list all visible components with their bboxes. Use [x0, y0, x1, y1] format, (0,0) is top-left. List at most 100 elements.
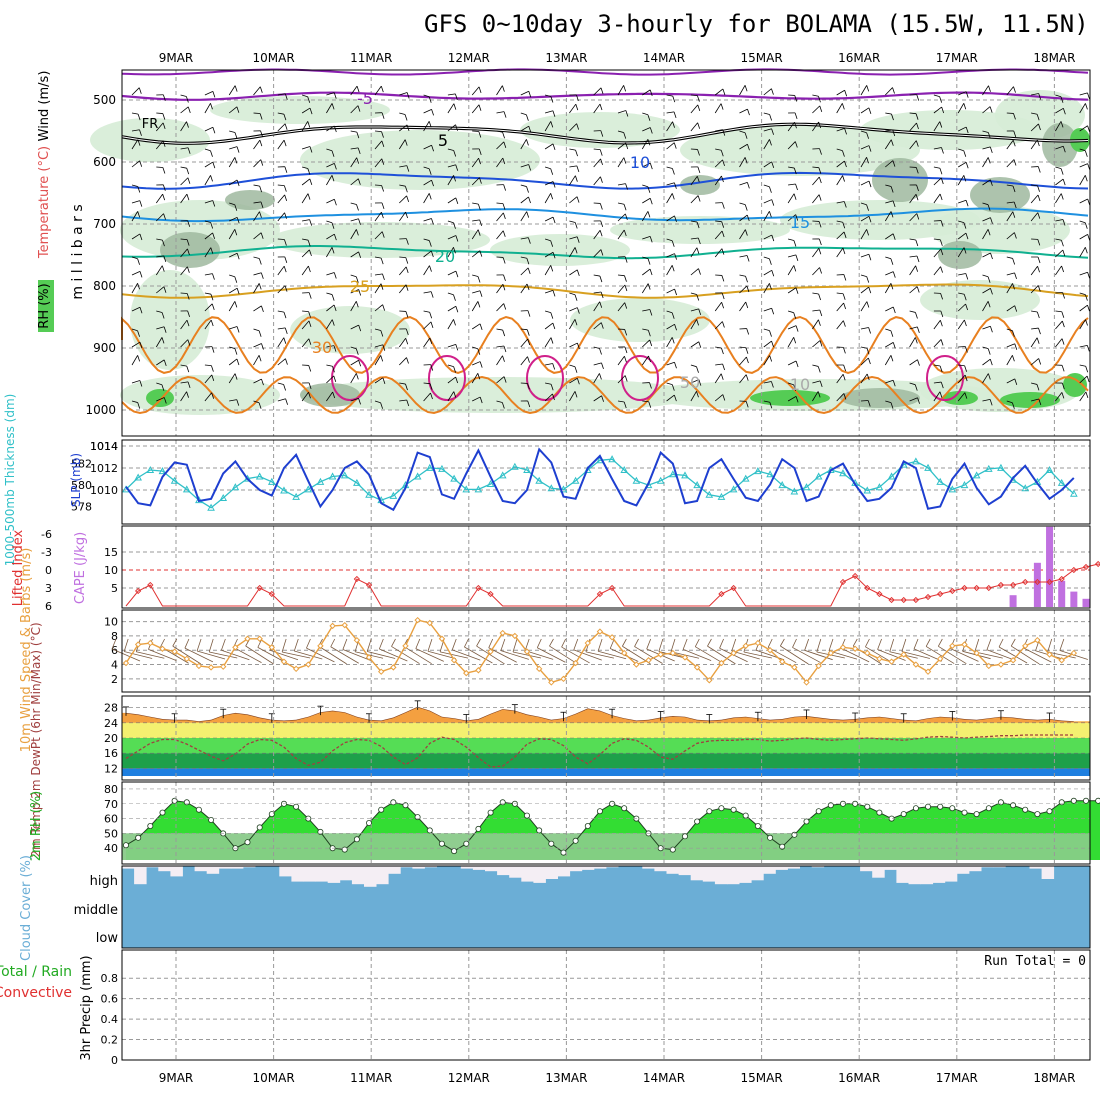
wind-speed-point — [414, 616, 421, 624]
wind-barb-flag — [137, 114, 141, 121]
thickness-point — [984, 464, 993, 472]
wind-barb — [666, 288, 675, 294]
wind-barb-flag — [404, 139, 408, 146]
date-label-bottom: 18MAR — [1033, 1071, 1075, 1085]
wind-barb-flag — [623, 157, 627, 164]
wind-tick: 2 — [111, 673, 118, 686]
wind-barb-flag — [722, 363, 725, 371]
wind-barb-flag — [771, 308, 775, 315]
wind-barb-flag — [868, 145, 872, 152]
wind-barb — [1006, 211, 1014, 222]
wind-barb-flag — [162, 140, 166, 147]
wind-barb — [690, 94, 698, 97]
wind-barb-flag — [161, 337, 165, 344]
barb-shaft — [148, 649, 177, 661]
wind-barb — [204, 126, 214, 132]
lifted-index-point — [888, 596, 895, 604]
wind-barb — [763, 307, 772, 312]
wind-barb-flag — [210, 150, 213, 157]
lifted-index-point — [256, 584, 263, 592]
wind-barb-flag — [574, 294, 578, 301]
wind-barb-flag — [162, 184, 166, 191]
wind-barb-flag — [990, 217, 993, 224]
wind-barb — [253, 378, 262, 384]
wind-barb — [544, 322, 554, 330]
wind-speed-point — [985, 662, 992, 670]
wind-barb-flag — [356, 229, 359, 236]
wind-barb — [593, 346, 600, 349]
wind-barb — [787, 193, 795, 204]
cloud-gap — [351, 866, 365, 885]
wind-speed-point — [1034, 636, 1041, 644]
wind-barb — [860, 286, 870, 294]
wind-barb — [155, 193, 163, 204]
wind-barb — [690, 104, 699, 114]
wind-barb — [617, 130, 624, 133]
wind-barb-flag — [139, 129, 142, 136]
wind-barb-flag — [576, 123, 580, 130]
wind-barb — [204, 103, 211, 114]
wind-barb-flag — [260, 130, 263, 137]
wind-barb-flag — [234, 301, 238, 308]
precip-tick: 0.4 — [101, 1013, 119, 1026]
slp-tick-top: 1014 — [90, 440, 118, 453]
wind-barb — [569, 307, 578, 312]
wind-barb-flag — [673, 142, 677, 149]
wind-barb-flag — [406, 165, 410, 172]
wind-barb — [1031, 184, 1038, 187]
wind-barb — [666, 361, 675, 366]
cloud-gap — [860, 866, 873, 872]
wind-barb-flag — [1087, 305, 1090, 312]
wind-barb — [301, 166, 308, 169]
wind-barb-flag — [331, 319, 335, 326]
date-label-bottom: 17MAR — [936, 1071, 978, 1085]
wind-barb-flag — [309, 219, 313, 226]
wind-barb-flag — [455, 164, 459, 171]
lifted-index-point — [1046, 578, 1053, 586]
wind-barb-flag — [186, 239, 190, 246]
wind-barb — [496, 400, 503, 403]
barb-shaft — [306, 647, 335, 663]
wind-barb-flag — [234, 229, 238, 236]
wind-barb — [496, 345, 504, 348]
barb-flag — [512, 638, 518, 653]
wind-barb-flag — [308, 365, 312, 372]
wind-barb — [1006, 343, 1015, 348]
lifted-index-point — [851, 572, 859, 580]
wind-barb-flag — [283, 114, 287, 121]
wind-barb — [350, 359, 359, 366]
wind-barb-flag — [1085, 366, 1089, 373]
wind-barb — [423, 321, 432, 330]
wind-barb-flag — [1013, 159, 1017, 166]
wind-barb-flag — [454, 93, 458, 100]
wind-barb-flag — [868, 180, 872, 188]
contour-label: 5 — [438, 131, 448, 150]
wind-barb-flag — [331, 103, 335, 110]
wind-barb — [302, 310, 309, 313]
wind-barb-flag — [722, 159, 725, 167]
wind-barb — [350, 346, 357, 350]
wind-barb-flag — [818, 319, 821, 326]
wind-barb — [642, 328, 649, 331]
wind-speed-point — [232, 644, 239, 651]
wind-speed-point — [742, 642, 749, 650]
wind-barb-flag — [819, 380, 823, 388]
wind-barb — [204, 90, 214, 96]
wind-barb-flag — [698, 341, 702, 348]
wind-barb — [301, 338, 310, 348]
wind-barb — [739, 285, 748, 294]
barb-flag — [974, 638, 980, 652]
rh-point — [195, 806, 202, 813]
wind-barb-flag — [261, 343, 264, 350]
wind-barb-flag — [161, 384, 165, 391]
wind-speed-point — [256, 635, 263, 642]
rh-blob — [570, 298, 710, 342]
wind-barb — [277, 337, 285, 348]
barb-shaft — [452, 649, 481, 661]
wind-barb-flag — [916, 255, 920, 263]
wind-barb-flag — [819, 340, 823, 347]
wind-barb — [350, 373, 357, 384]
wind-barb — [520, 338, 529, 348]
lifted-index-point — [973, 584, 980, 592]
wind-barb-flag — [308, 320, 312, 328]
